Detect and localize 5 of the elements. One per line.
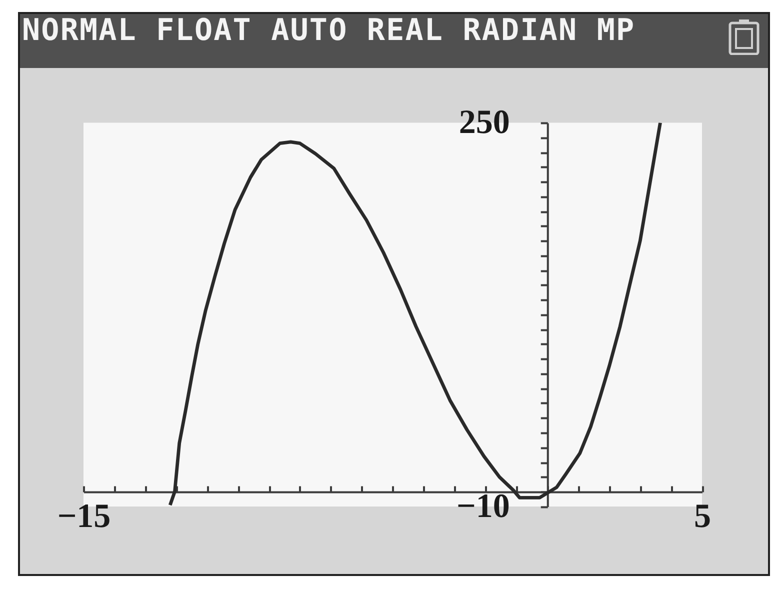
x-tick-label: 5: [694, 498, 711, 536]
x-tick-label: −15: [57, 498, 111, 536]
y-tick-label: 250: [458, 104, 510, 142]
y-tick-label: −10: [456, 488, 510, 525]
chart-title: NORMAL FLOAT AUTO REAL RADIAN MP: [22, 13, 636, 48]
